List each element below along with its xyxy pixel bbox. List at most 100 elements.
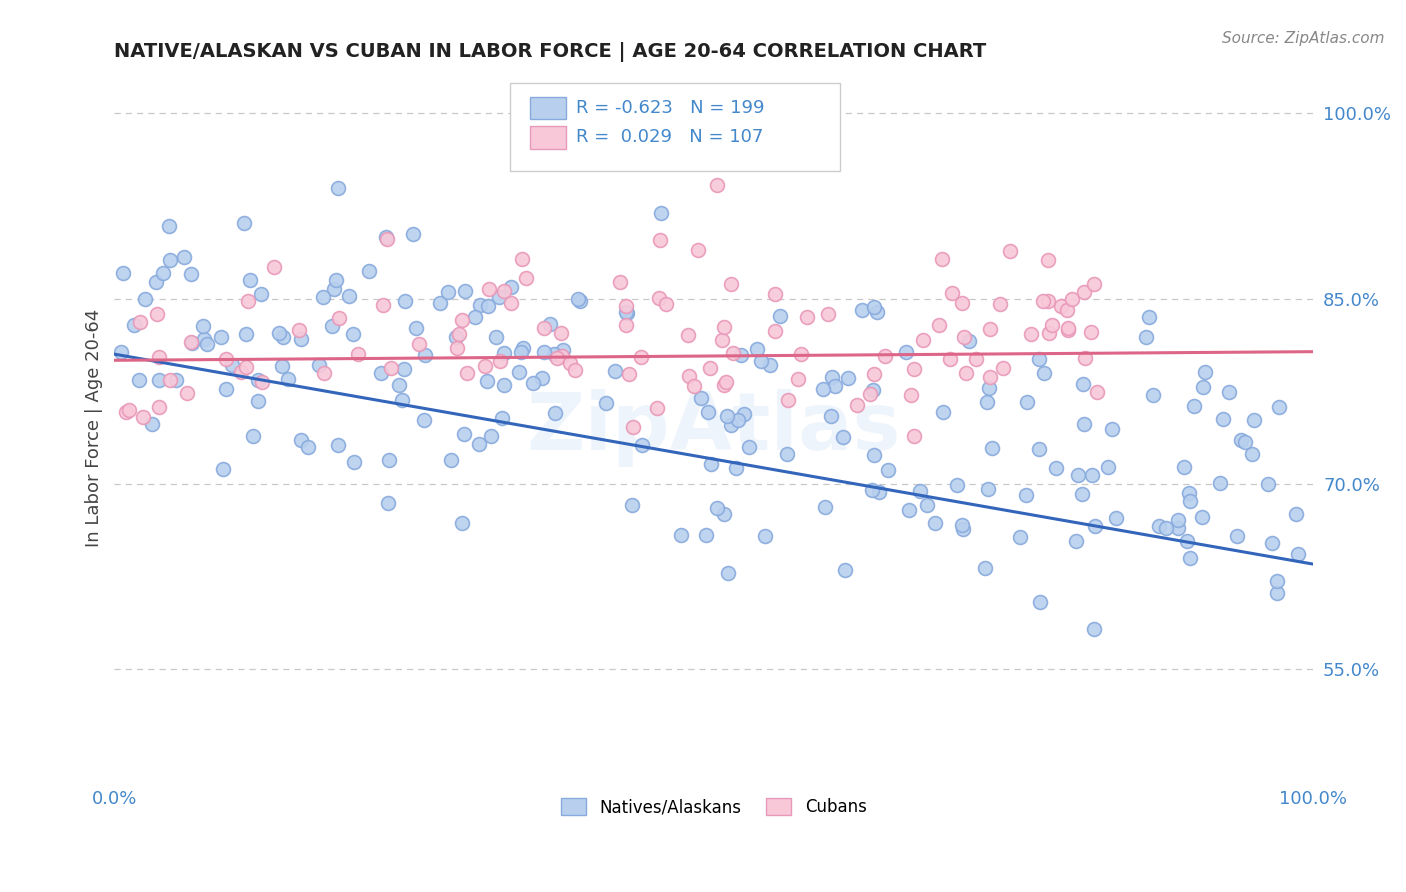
Point [176,385,198,400]
Point [325,273,347,287]
Point [1226,529,1249,543]
Point [180,334,202,349]
Point [977,381,1000,395]
Point [866,305,889,319]
Point [716,409,738,424]
Point [437,285,460,299]
Point [145,275,167,289]
Point [790,347,813,361]
Point [246,393,269,408]
Point [1218,384,1240,399]
Point [1021,326,1043,341]
Point [650,233,672,247]
Point [873,349,896,363]
Point [1071,487,1094,501]
Point [1135,330,1157,344]
Point [456,366,478,380]
Point [533,344,555,359]
Point [655,297,678,311]
Point [979,322,1001,336]
Point [711,334,734,348]
Point [477,374,499,388]
Point [973,561,995,575]
Point [148,350,170,364]
Text: R = -0.623   N = 199: R = -0.623 N = 199 [576,99,765,117]
Point [405,321,427,335]
Point [474,359,496,373]
Point [180,267,202,281]
Point [468,437,491,451]
Point [876,463,898,477]
Point [1265,586,1288,600]
Point [242,429,264,443]
Point [695,528,717,542]
Point [408,336,430,351]
Point [173,250,195,264]
Text: Source: ZipAtlas.com: Source: ZipAtlas.com [1222,31,1385,46]
Point [717,566,740,581]
Point [796,310,818,324]
Point [863,300,886,314]
Point [1036,253,1059,268]
Point [377,496,399,510]
Point [824,379,846,393]
Point [215,382,238,396]
Point [720,417,742,432]
Point [1032,366,1054,380]
Point [252,375,274,389]
Point [326,437,349,451]
Point [543,347,565,361]
Point [908,483,931,498]
Point [1080,325,1102,339]
Point [811,382,834,396]
Point [720,277,742,292]
Point [1073,417,1095,431]
Point [551,349,574,363]
Point [1040,318,1063,333]
Point [1050,299,1073,313]
Point [380,361,402,376]
Point [862,368,884,382]
Point [110,345,132,359]
Point [1178,551,1201,566]
Point [235,326,257,341]
Point [1233,435,1256,450]
Point [1261,536,1284,550]
Point [235,360,257,375]
Point [721,346,744,360]
Point [209,330,232,344]
Point [1062,292,1084,306]
Point [1154,521,1177,535]
Point [494,284,516,298]
Point [413,348,436,362]
Point [955,366,977,380]
Point [897,503,920,517]
Point [924,516,946,530]
Point [485,329,508,343]
Point [787,371,810,385]
Point [851,302,873,317]
Point [193,332,215,346]
Point [1257,476,1279,491]
Point [1173,460,1195,475]
Point [195,337,218,351]
Point [714,375,737,389]
Point [1074,351,1097,365]
Point [814,500,837,515]
Point [1028,352,1050,367]
Point [1191,509,1213,524]
Point [512,341,534,355]
Point [614,318,637,332]
Point [129,315,152,329]
FancyBboxPatch shape [510,83,839,171]
Point [134,292,156,306]
Point [776,392,799,407]
Point [273,330,295,344]
Point [1017,395,1039,409]
Point [343,455,366,469]
Point [1097,460,1119,475]
Point [326,180,349,194]
Point [412,413,434,427]
Point [931,252,953,266]
Point [730,348,752,362]
